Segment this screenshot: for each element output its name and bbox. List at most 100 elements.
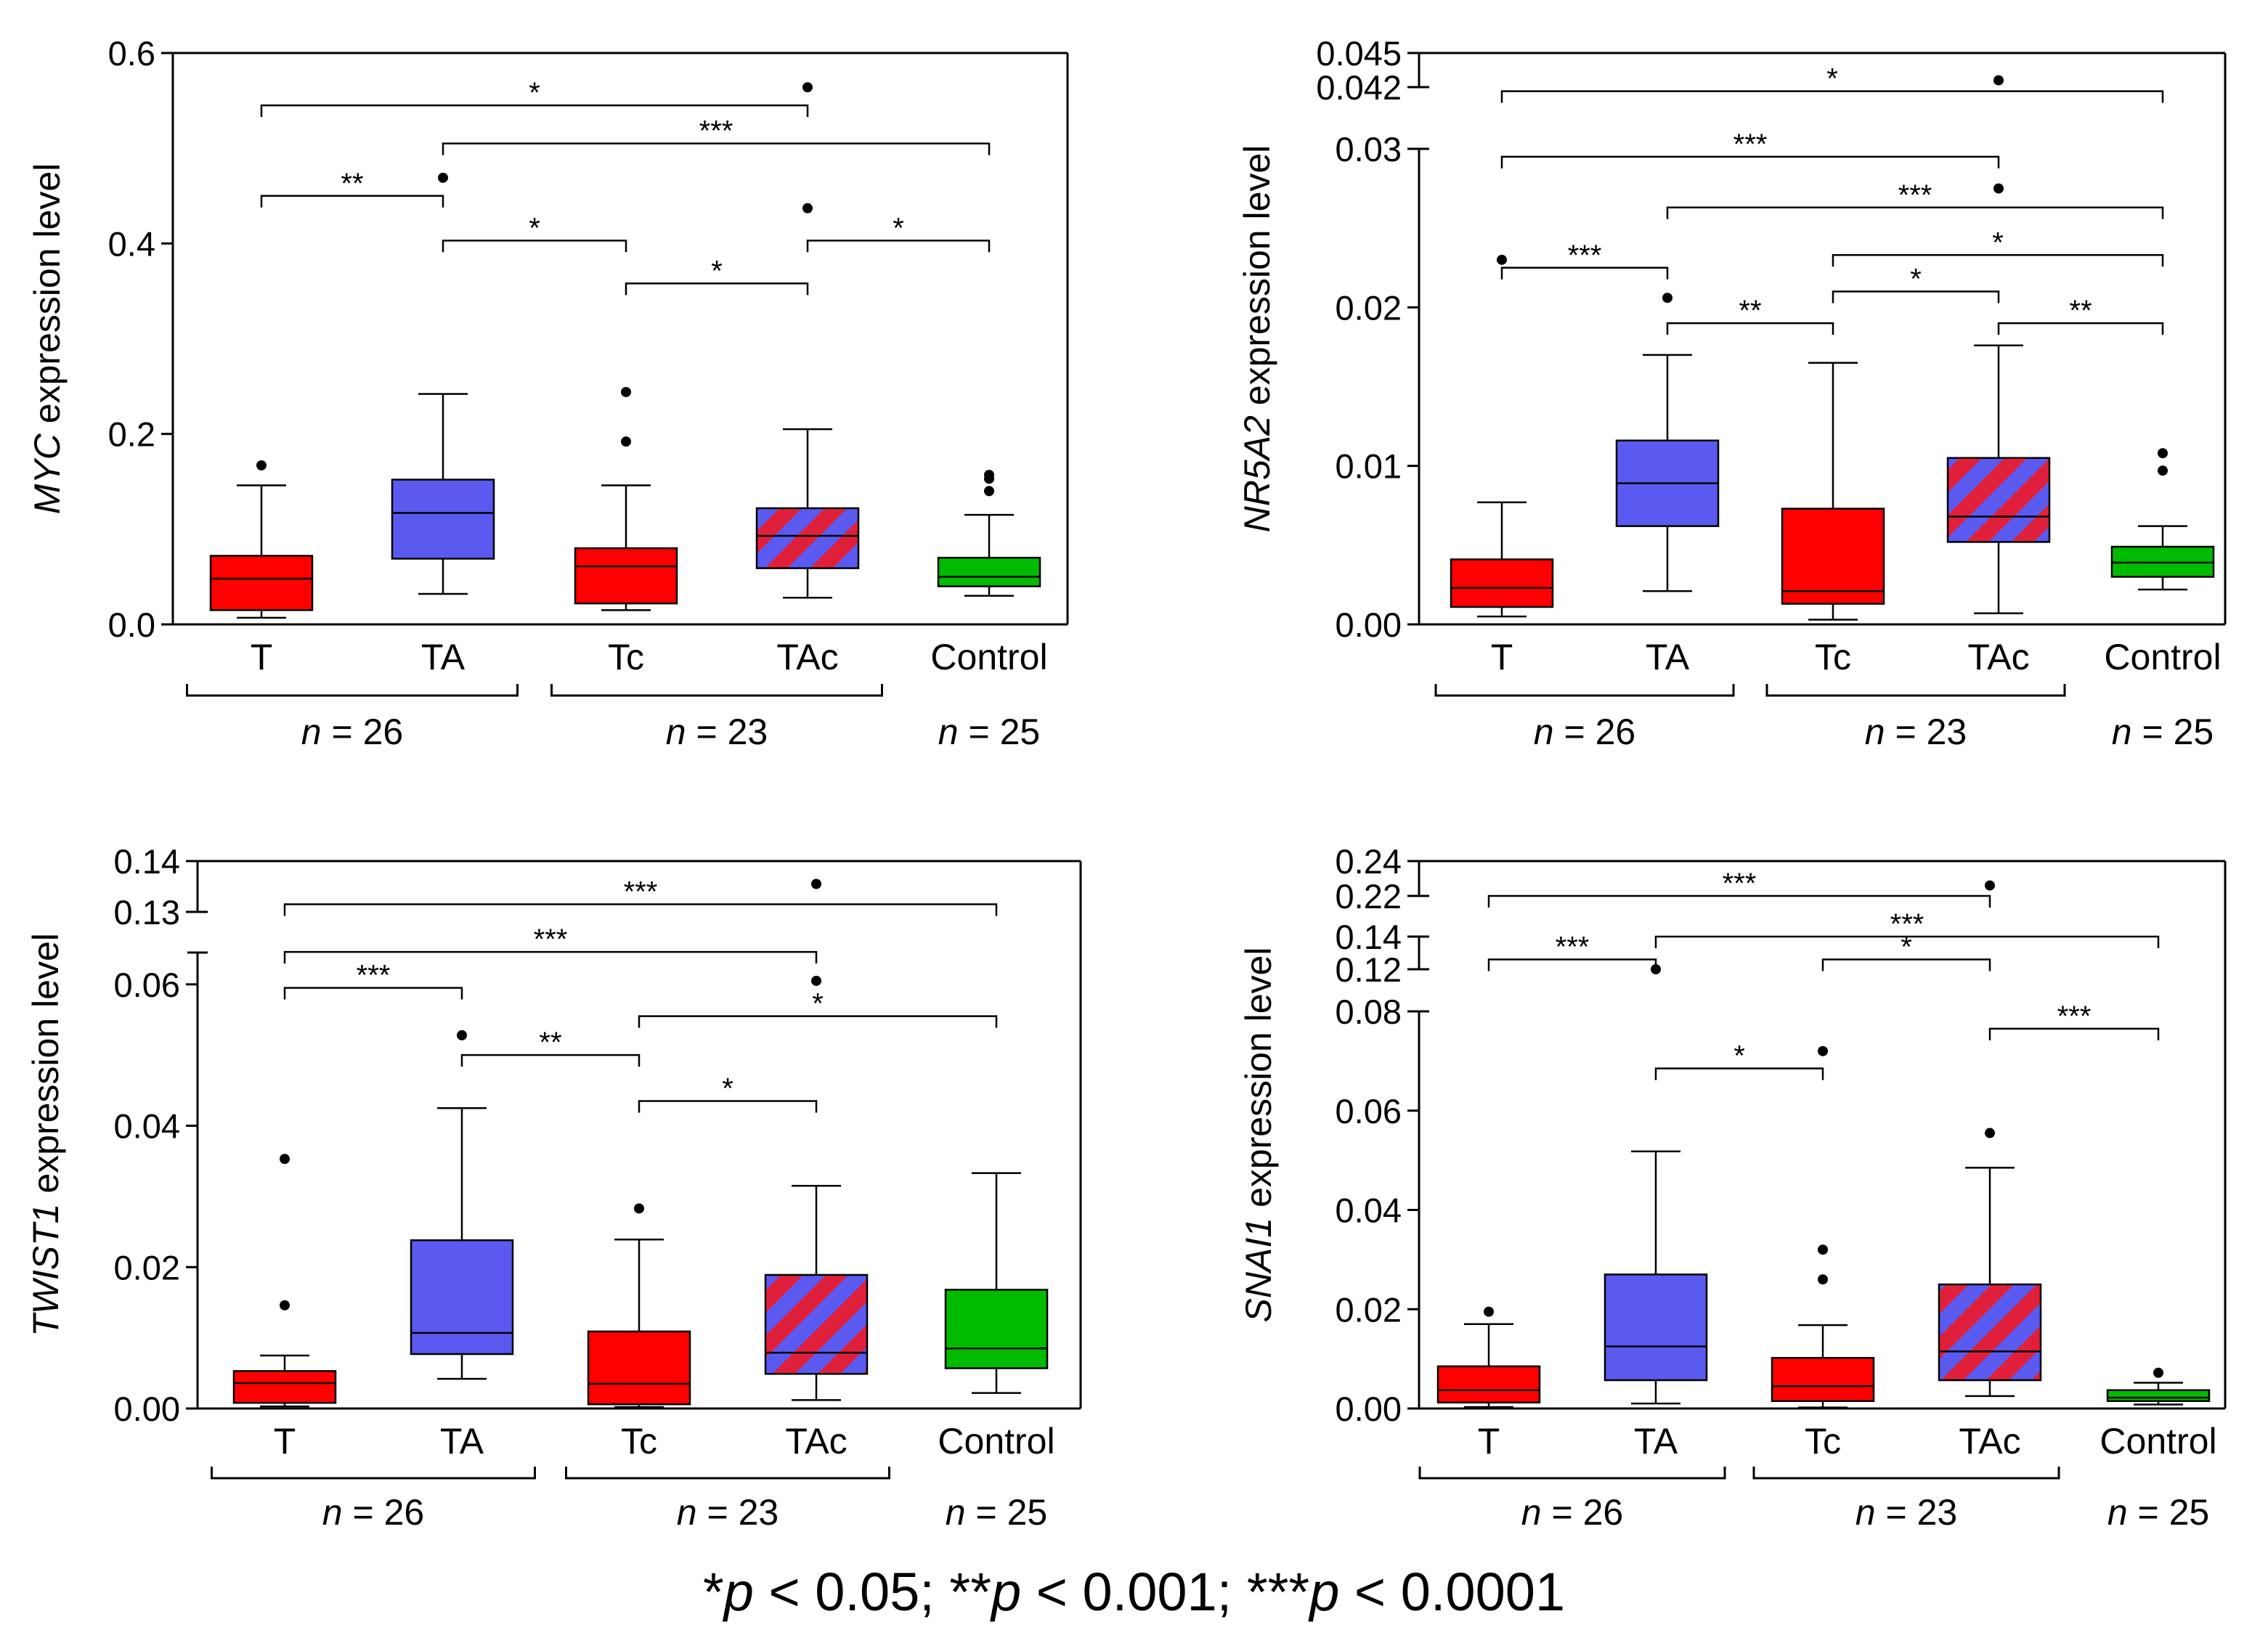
box-ta xyxy=(1604,964,1708,1405)
outlier-point xyxy=(1484,1306,1494,1317)
significance-bracket xyxy=(1988,1027,2160,1040)
x-category-label: TA xyxy=(1634,1421,1678,1462)
group-n-value: = 25 xyxy=(2128,1492,2210,1533)
outlier-point xyxy=(1818,1045,1828,1056)
y-tick-label: 0.04 xyxy=(114,1107,180,1146)
box-iqr xyxy=(1604,1273,1708,1382)
group-n-label: n = 25 xyxy=(2112,712,2214,752)
y-tick-label: 0.045 xyxy=(1316,34,1402,73)
group-n-symbol: n xyxy=(946,1492,966,1533)
y-axis-label-suffix: expression level xyxy=(25,933,66,1203)
outlier-point xyxy=(1993,75,2004,86)
significance-bracket xyxy=(442,240,627,253)
x-category-label: TAc xyxy=(776,637,838,677)
significance-stars: *** xyxy=(1898,179,1932,211)
significance-bracket xyxy=(1997,322,2164,335)
y-tick-label: 0.0 xyxy=(108,606,155,644)
group-bracket xyxy=(1434,684,1735,697)
group-bracket xyxy=(550,684,883,697)
box-iqr xyxy=(1938,1283,2042,1382)
significance-stars: * xyxy=(722,1072,733,1104)
group-n-symbol: n xyxy=(666,712,686,752)
significance-stars: * xyxy=(1901,932,1912,963)
outlier-point xyxy=(1818,1274,1828,1285)
x-category-label: T xyxy=(1491,637,1513,677)
legend-threshold-3: < 0.0001 xyxy=(1339,1562,1566,1622)
legend-stars-3: *** xyxy=(1246,1562,1310,1622)
significance-bracket xyxy=(1500,266,1669,280)
x-category-label: Tc xyxy=(1815,637,1851,677)
group-n-value: = 23 xyxy=(686,712,768,752)
y-tick-label: 0.14 xyxy=(1336,918,1402,956)
group-n-label: n = 26 xyxy=(1521,1492,1623,1533)
x-category-label: Control xyxy=(938,1421,1054,1462)
significance-stars: * xyxy=(893,212,904,244)
x-category-label: Control xyxy=(2104,637,2221,677)
group-bracket xyxy=(565,1467,890,1480)
outlier-point xyxy=(2158,465,2168,476)
group-n-label: n = 23 xyxy=(677,1492,779,1533)
outlier-point xyxy=(811,879,821,889)
group-n-symbol: n xyxy=(1856,1492,1876,1533)
significance-bracket xyxy=(1832,254,2164,267)
legend-p-2: p xyxy=(991,1562,1022,1622)
group-n-symbol: n xyxy=(1521,1492,1542,1533)
y-axis-label: SNAI1 expression level xyxy=(1238,947,1279,1323)
group-n-value: = 25 xyxy=(959,712,1041,752)
significance-bracket xyxy=(1832,290,2000,303)
y-tick-label: 0.13 xyxy=(114,893,180,932)
box-iqr xyxy=(1771,1357,1875,1402)
x-category-label: Control xyxy=(2100,1421,2216,1462)
panel-twist1: 0.00 0.02 0.04 0.06 0.13 0.14 TWIST1 expressio… xyxy=(25,842,1082,1533)
significance-bracket xyxy=(442,142,991,155)
x-category-label: T xyxy=(251,637,273,677)
group-n-value: = 25 xyxy=(2132,712,2214,752)
group-n-label: n = 23 xyxy=(1865,712,1967,752)
x-category-label: Tc xyxy=(608,637,644,677)
box-iqr xyxy=(944,1289,1049,1369)
y-tick-label: 0.00 xyxy=(1336,606,1402,644)
y-axis-label-suffix: expression level xyxy=(27,163,68,433)
significance-stars: * xyxy=(812,988,824,1020)
x-category-label: TAc xyxy=(785,1421,847,1462)
significance-bracket xyxy=(283,950,818,964)
box-control xyxy=(937,470,1041,597)
significance-stars: *** xyxy=(2057,1000,2092,1032)
significance-stars: *** xyxy=(1890,908,1924,940)
significance-bracket xyxy=(1500,90,2164,103)
significance-stars: *** xyxy=(534,924,568,955)
significance-bracket xyxy=(806,240,991,253)
significance-bracket xyxy=(283,903,998,916)
y-axis-label-suffix: expression level xyxy=(1238,947,1279,1218)
significance-stars: * xyxy=(1992,227,2004,258)
group-n-symbol: n xyxy=(301,712,322,752)
significance-stars: *** xyxy=(357,960,391,992)
group-n-value: = 26 xyxy=(343,1492,425,1533)
outlier-point xyxy=(2158,448,2168,459)
box-iqr xyxy=(587,1330,691,1406)
box-tac xyxy=(755,82,860,599)
y-tick-label: 0.02 xyxy=(1336,1290,1402,1329)
group-n-label: n = 26 xyxy=(1534,712,1635,752)
significance-bracket xyxy=(1666,206,2164,219)
outlier-point xyxy=(802,82,813,93)
outlier-point xyxy=(621,436,631,447)
significance-bracket xyxy=(1487,958,1657,971)
group-n-value: = 26 xyxy=(322,712,404,752)
group-n-label: n = 25 xyxy=(2108,1492,2209,1533)
box-t xyxy=(209,460,314,619)
box-tc xyxy=(1781,362,1885,621)
significance-bracket xyxy=(260,195,444,208)
significance-legend: *p < 0.05; **p < 0.001; ***p < 0.0001 xyxy=(0,1561,2268,1623)
y-axis-label-suffix: expression level xyxy=(1237,145,1277,415)
group-n-label: n = 23 xyxy=(1856,1492,1957,1533)
y-tick-label: 0.03 xyxy=(1336,130,1402,168)
y-tick-label: 0.06 xyxy=(114,966,180,1004)
legend-stars-1: * xyxy=(702,1562,724,1622)
y-axis-label: MYC expression level xyxy=(27,163,68,515)
group-n-symbol: n xyxy=(322,1492,343,1533)
significance-bracket xyxy=(1487,894,1991,908)
group-n-symbol: n xyxy=(1865,712,1885,752)
significance-bracket xyxy=(1666,322,1834,335)
